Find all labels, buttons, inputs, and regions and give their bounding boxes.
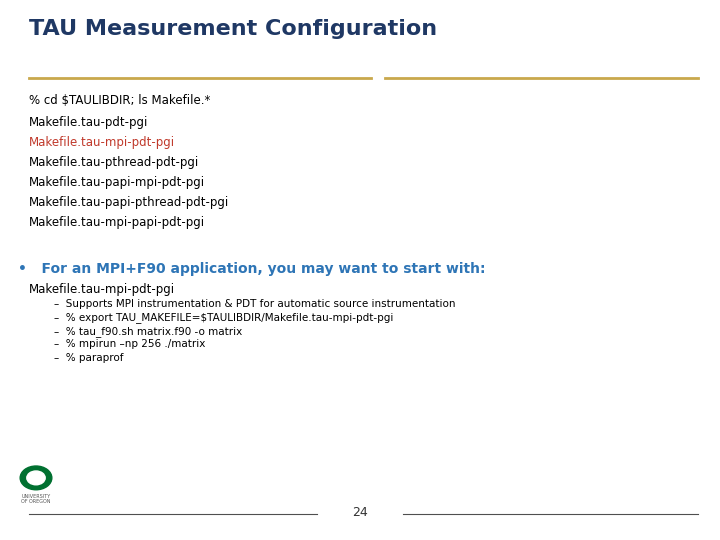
Text: •   For an MPI+F90 application, you may want to start with:: • For an MPI+F90 application, you may wa… [18, 262, 485, 276]
Text: Makefile.tau-pthread-pdt-pgi: Makefile.tau-pthread-pdt-pgi [29, 156, 199, 169]
Text: Makefile.tau-mpi-pdt-pgi: Makefile.tau-mpi-pdt-pgi [29, 136, 175, 149]
Text: TAU Measurement Configuration: TAU Measurement Configuration [29, 19, 437, 39]
Text: UNIVERSITY
OF OREGON: UNIVERSITY OF OREGON [22, 494, 50, 504]
Text: Makefile.tau-papi-mpi-pdt-pgi: Makefile.tau-papi-mpi-pdt-pgi [29, 176, 205, 189]
Circle shape [20, 466, 52, 490]
Text: –  % mpirun –np 256 ./matrix: – % mpirun –np 256 ./matrix [54, 339, 205, 349]
Text: 24: 24 [352, 507, 368, 519]
Text: % cd $TAULIBDIR; ls Makefile.*: % cd $TAULIBDIR; ls Makefile.* [29, 94, 210, 107]
Text: Makefile.tau-mpi-papi-pdt-pgi: Makefile.tau-mpi-papi-pdt-pgi [29, 216, 205, 229]
Circle shape [27, 471, 45, 485]
Text: Makefile.tau-pdt-pgi: Makefile.tau-pdt-pgi [29, 116, 148, 129]
Text: Makefile.tau-papi-pthread-pdt-pgi: Makefile.tau-papi-pthread-pdt-pgi [29, 196, 229, 209]
Text: –  % export TAU_MAKEFILE=$TAULIBDIR/Makefile.tau-mpi-pdt-pgi: – % export TAU_MAKEFILE=$TAULIBDIR/Makef… [54, 312, 393, 323]
Text: –  Supports MPI instrumentation & PDT for automatic source instrumentation: – Supports MPI instrumentation & PDT for… [54, 299, 456, 309]
Text: –  % tau_f90.sh matrix.f90 -o matrix: – % tau_f90.sh matrix.f90 -o matrix [54, 326, 242, 336]
Text: –  % paraprof: – % paraprof [54, 353, 124, 363]
Text: Makefile.tau-mpi-pdt-pgi: Makefile.tau-mpi-pdt-pgi [29, 284, 175, 296]
